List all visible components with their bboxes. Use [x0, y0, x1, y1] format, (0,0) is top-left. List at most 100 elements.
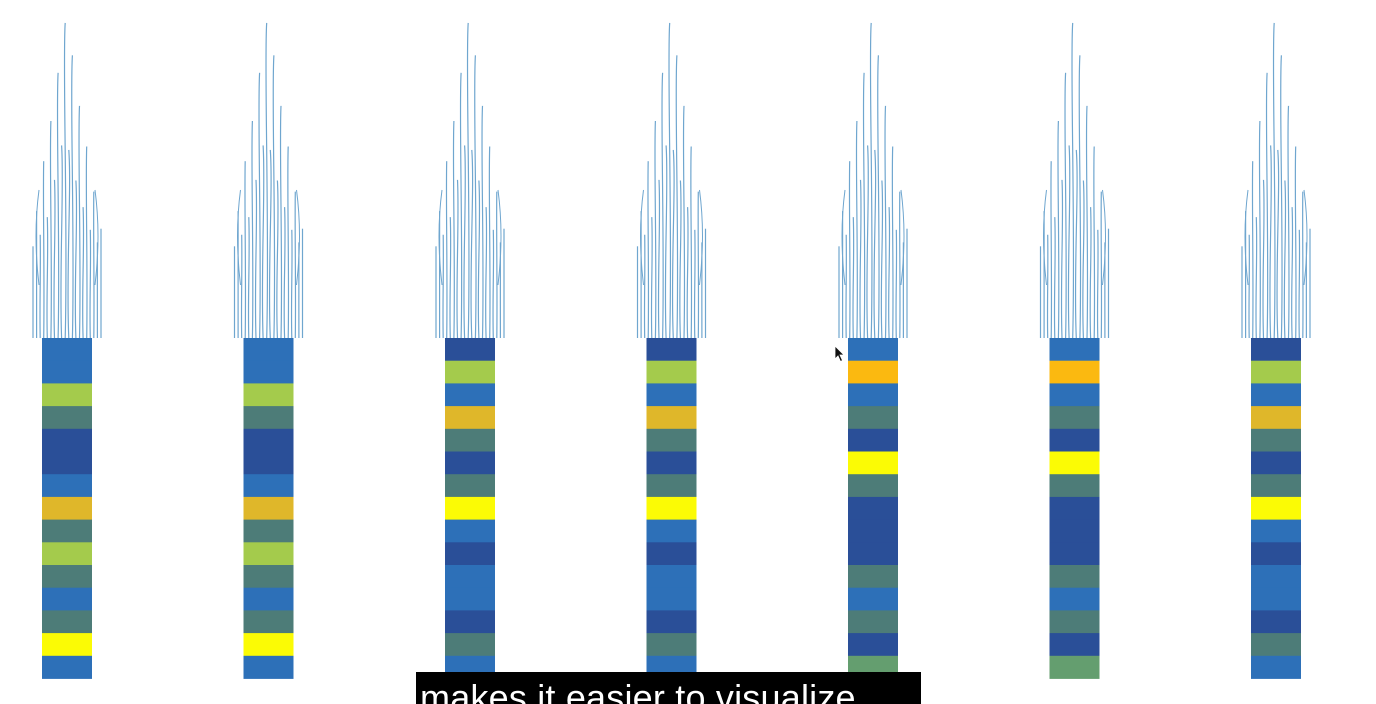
- waveform-envelope: [497, 189, 502, 286]
- feature-cell: [1251, 542, 1301, 566]
- waveform-strand: [650, 217, 653, 339]
- feature-cell: [243, 451, 294, 475]
- waveform-strand: [859, 179, 862, 339]
- feature-cell: [243, 496, 294, 520]
- waveform-strand: [53, 179, 56, 339]
- feature-cell: [1251, 428, 1301, 452]
- feature-cell: [42, 428, 92, 452]
- waveform-strand: [1071, 22, 1075, 339]
- feature-cell: [445, 474, 495, 498]
- waveform-strand: [880, 180, 884, 339]
- feature-cell: [1049, 406, 1100, 430]
- waveform-envelope: [640, 189, 644, 286]
- waveform-strand: [877, 55, 880, 339]
- feature-cell: [243, 474, 294, 498]
- feature-cell: [848, 519, 898, 543]
- waveform-strand: [671, 149, 675, 339]
- waveform-strand: [1272, 22, 1276, 339]
- waveform-strand: [1060, 179, 1064, 339]
- waveform-strand: [463, 145, 466, 339]
- waveform-strand: [1294, 146, 1297, 339]
- waveform-strand: [884, 105, 887, 339]
- feature-cell: [445, 587, 495, 611]
- waveform-strand: [675, 55, 679, 339]
- waveform-strand: [287, 146, 290, 339]
- waveform-envelope: [699, 189, 703, 286]
- waveform-strand: [657, 179, 661, 339]
- waveform-icon: [32, 22, 102, 339]
- waveform-strand: [492, 229, 495, 339]
- feature-cell: [848, 633, 898, 657]
- waveform-strand: [290, 229, 293, 339]
- feature-cell: [1251, 655, 1301, 679]
- feature-cell: [42, 383, 92, 407]
- waveform-envelope: [35, 189, 40, 286]
- waveform-strand: [1265, 72, 1269, 339]
- feature-cell: [1251, 587, 1301, 611]
- waveform-strand: [42, 161, 45, 339]
- waveform-strand: [71, 55, 74, 339]
- waveform-envelope: [438, 189, 443, 286]
- feature-cell: [646, 565, 697, 589]
- subtitle-caption: makes it easier to visualize: [416, 672, 921, 704]
- waveform-strand: [244, 161, 247, 339]
- feature-cell: [1049, 587, 1100, 611]
- waveform-strand: [1067, 145, 1071, 339]
- feature-cell: [42, 519, 92, 543]
- waveform-envelope: [900, 189, 905, 286]
- column-7: [1241, 22, 1311, 679]
- feature-cell: [646, 610, 697, 634]
- feature-cell: [1049, 655, 1100, 679]
- feature-cell: [1049, 633, 1100, 657]
- waveform-strand: [895, 229, 898, 339]
- waveform-strand: [1089, 207, 1092, 339]
- waveform-strand: [686, 207, 689, 339]
- waveform-strand: [459, 72, 463, 339]
- waveform-strand: [1251, 161, 1254, 339]
- waveform-strand: [477, 180, 481, 339]
- waveform-strand: [67, 149, 71, 339]
- feature-cell: [1251, 338, 1301, 362]
- waveform-strand: [1053, 217, 1056, 339]
- waveform-icon: [1241, 22, 1311, 339]
- feature-cell: [646, 338, 697, 362]
- feature-cell: [42, 565, 92, 589]
- waveform-strand: [265, 22, 269, 339]
- waveform-strand: [1057, 120, 1060, 339]
- waveform-strand: [661, 72, 664, 339]
- waveform-strand: [254, 179, 258, 339]
- feature-cell: [445, 451, 495, 475]
- feature-cell: [243, 565, 294, 589]
- waveform-strand: [1255, 217, 1258, 339]
- waveform-strand: [251, 120, 254, 339]
- feature-bar: [1049, 338, 1100, 679]
- feature-cell: [1049, 519, 1100, 543]
- waveform-strand: [654, 120, 657, 339]
- waveform-strand: [474, 55, 477, 339]
- waveform-strand: [485, 207, 488, 339]
- feature-cell: [1049, 565, 1100, 589]
- waveform-strand: [1082, 180, 1085, 339]
- feature-cell: [646, 542, 697, 566]
- feature-cell: [42, 338, 92, 362]
- feature-cell: [42, 406, 92, 430]
- feature-cell: [1049, 474, 1100, 498]
- feature-cell: [445, 496, 495, 520]
- column-2: [233, 22, 304, 679]
- waveform-strand: [481, 105, 484, 339]
- waveform-strand: [283, 207, 286, 339]
- feature-cell: [445, 406, 495, 430]
- waveform-strand: [1085, 105, 1089, 339]
- waveform-strand: [1050, 161, 1053, 339]
- feature-cell: [1251, 360, 1301, 384]
- feature-cell: [42, 542, 92, 566]
- feature-cell: [243, 383, 294, 407]
- feature-bar: [1251, 338, 1301, 679]
- column-6: [1039, 22, 1110, 679]
- waveform-strand: [49, 120, 52, 339]
- feature-cell: [1251, 610, 1301, 634]
- feature-cell: [646, 633, 697, 657]
- feature-cell: [243, 338, 294, 362]
- feature-cell: [445, 383, 495, 407]
